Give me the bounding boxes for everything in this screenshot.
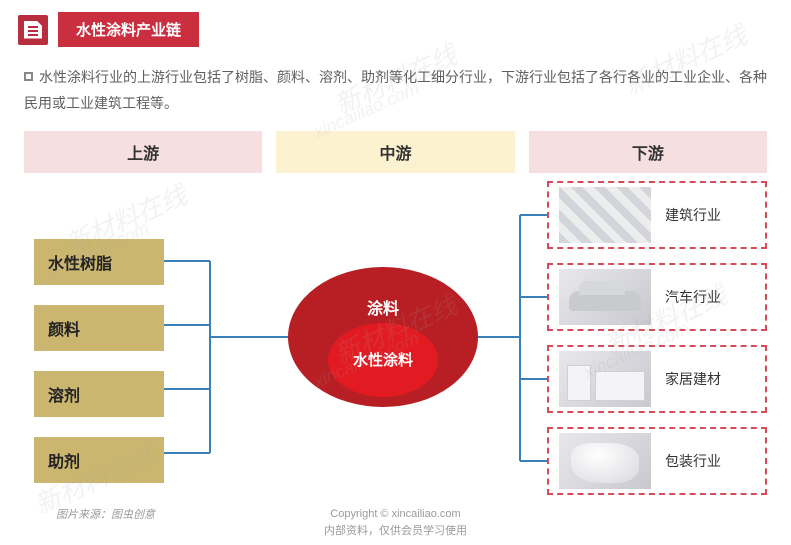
downstream-item: 家居建材 <box>547 345 767 413</box>
downstream-image <box>559 351 651 407</box>
footer-source: 图片来源：图虫创意 <box>56 506 155 522</box>
oval-inner: 水性涂料 <box>328 323 438 397</box>
downstream-label: 家居建材 <box>665 369 721 389</box>
bullet-icon <box>24 72 33 81</box>
upstream-item: 溶剂 <box>34 371 164 417</box>
downstream-item: 建筑行业 <box>547 181 767 249</box>
upstream-column: 水性树脂 颜料 溶剂 助剂 <box>34 239 164 503</box>
upstream-item: 助剂 <box>34 437 164 483</box>
stage-header-row: 上游 中游 下游 <box>0 131 791 173</box>
downstream-image <box>559 269 651 325</box>
downstream-item: 包装行业 <box>547 427 767 495</box>
oval-inner-label: 水性涂料 <box>353 349 413 370</box>
downstream-item: 汽车行业 <box>547 263 767 331</box>
description: 水性涂料行业的上游行业包括了树脂、颜料、溶剂、助剂等化工细分行业，下游行业包括了… <box>0 47 791 131</box>
header: 水性涂料产业链 <box>0 0 791 47</box>
oval-outer-label: 涂料 <box>288 295 478 319</box>
downstream-image <box>559 433 651 489</box>
stage-downstream: 下游 <box>529 131 767 173</box>
diagram: 水性树脂 颜料 溶剂 助剂 涂料 水性涂料 建筑行业 汽车行业 家居建材 包装行… <box>0 181 791 521</box>
downstream-label: 汽车行业 <box>665 287 721 307</box>
center-node: 涂料 水性涂料 <box>288 267 478 407</box>
description-text: 水性涂料行业的上游行业包括了树脂、颜料、溶剂、助剂等化工细分行业，下游行业包括了… <box>24 69 767 111</box>
oval-outer: 涂料 水性涂料 <box>288 267 478 407</box>
footer: 图片来源：图虫创意 Copyright © xincailiao.com 内部资… <box>0 506 791 539</box>
upstream-item: 颜料 <box>34 305 164 351</box>
document-icon <box>18 15 48 45</box>
stage-midstream: 中游 <box>276 131 514 173</box>
page-title: 水性涂料产业链 <box>58 12 199 47</box>
stage-upstream: 上游 <box>24 131 262 173</box>
downstream-column: 建筑行业 汽车行业 家居建材 包装行业 <box>547 181 767 509</box>
downstream-label: 包装行业 <box>665 451 721 471</box>
upstream-item: 水性树脂 <box>34 239 164 285</box>
downstream-label: 建筑行业 <box>665 205 721 225</box>
downstream-image <box>559 187 651 243</box>
